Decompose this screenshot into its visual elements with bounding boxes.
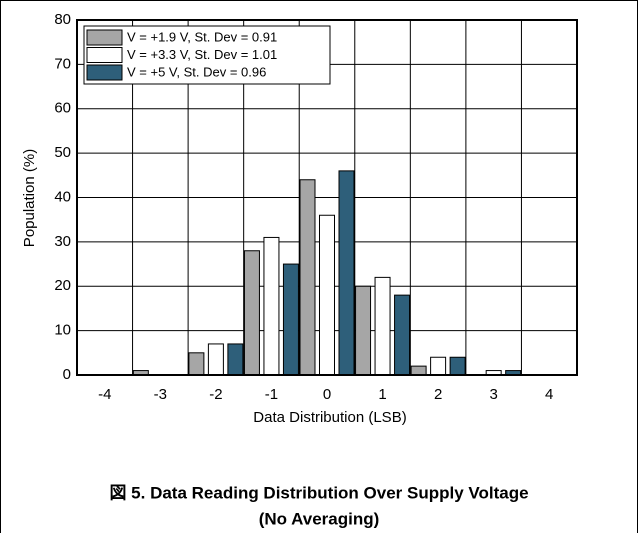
y-tick-label: 80 [54,11,71,28]
x-tick-label: -3 [154,386,167,403]
legend-swatch [86,29,123,46]
y-tick-label: 0 [63,366,71,383]
x-tick-label: -4 [98,386,111,403]
y-tick-label: 50 [54,144,71,161]
legend-label: V = +1.9 V, St. Dev = 0.91 [127,29,277,44]
bar [227,343,244,376]
x-axis-label: Data Distribution (LSB) [253,409,406,426]
x-tick-label: 0 [323,386,331,403]
y-tick-label: 40 [54,188,71,205]
bar [410,365,427,376]
y-tick-label: 20 [54,277,71,294]
bar [243,250,260,376]
x-tick-label: 1 [378,386,386,403]
y-axis-label: Population (%) [21,149,38,247]
bar [430,356,447,376]
bar [374,276,391,376]
x-tick-label: 3 [489,386,497,403]
bar [394,294,411,376]
legend-swatch [86,47,123,63]
y-tick-label: 70 [54,55,71,72]
y-tick-label: 10 [54,322,71,339]
y-tick-label: 60 [54,100,71,117]
x-tick-label: 2 [434,386,442,403]
bar [338,170,355,376]
x-tick-label: 4 [545,386,553,403]
bar [282,263,299,376]
bar [355,285,372,376]
caption-line: 図 5. Data Reading Distribution Over Supp… [109,483,528,502]
x-tick-label: -1 [265,386,278,403]
x-tick-label: -2 [209,386,222,403]
legend-label: V = +3.3 V, St. Dev = 1.01 [127,47,277,62]
bar [449,356,466,376]
bar [188,352,205,376]
legend-label: V = +5 V, St. Dev = 0.96 [127,64,266,79]
bar [207,343,224,376]
bar [263,236,280,376]
plot-border [76,19,578,376]
bar [299,179,316,376]
legend-box [83,25,331,85]
caption-line: (No Averaging) [259,509,380,528]
legend-swatch [86,64,123,81]
bar [319,214,335,376]
y-tick-label: 30 [54,233,71,250]
